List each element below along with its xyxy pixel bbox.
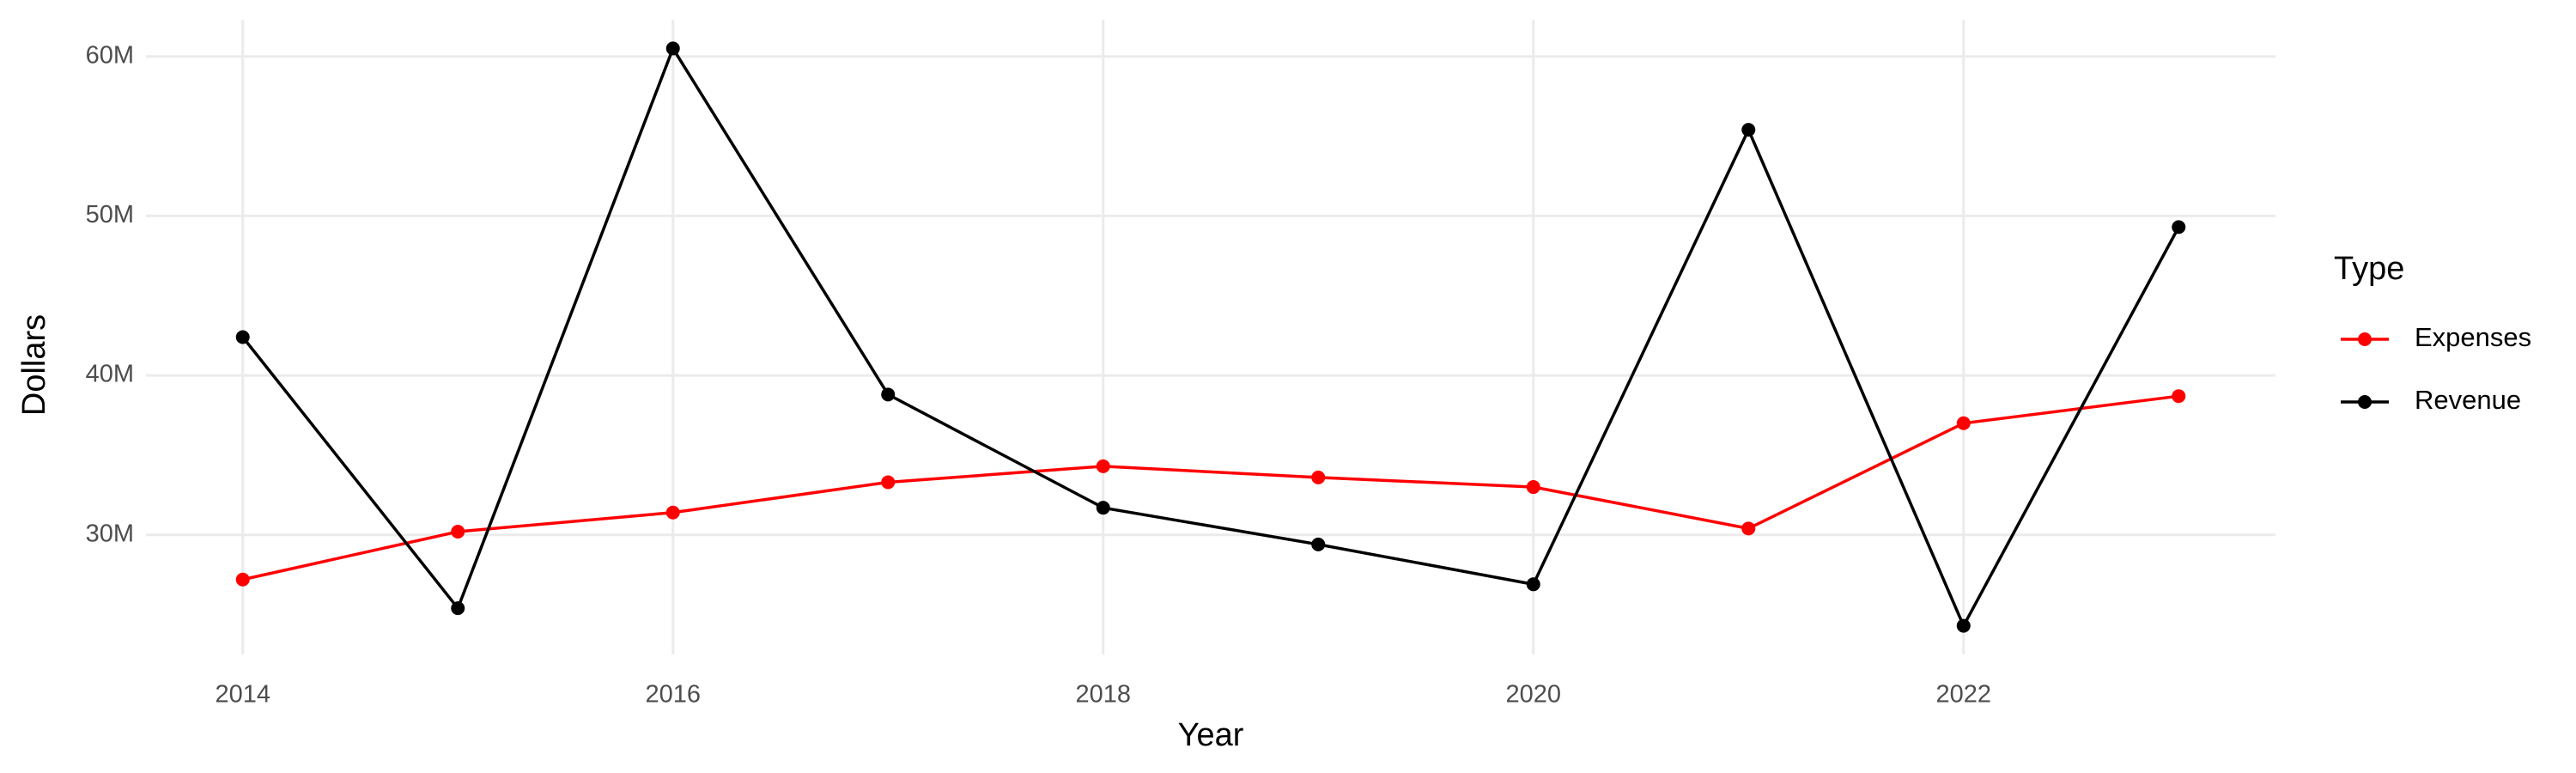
data-point: [2172, 220, 2186, 234]
x-tick-label: 2018: [1075, 681, 1131, 709]
data-point: [1956, 618, 1971, 633]
x-tick-label: 2016: [645, 681, 701, 709]
legend-title: Type: [2334, 251, 2404, 287]
x-tick-label: 2014: [215, 681, 270, 709]
legend-label: Revenue: [2415, 385, 2521, 415]
legend-key-point: [2358, 395, 2372, 409]
data-point: [2172, 389, 2186, 404]
y-tick-label: 30M: [86, 520, 134, 547]
data-point: [881, 387, 896, 402]
x-tick-label: 2022: [1936, 681, 1992, 709]
x-axis-title: Year: [1178, 717, 1244, 753]
data-point: [451, 601, 465, 616]
y-tick-label: 50M: [86, 201, 134, 228]
data-point: [1311, 537, 1326, 551]
data-point: [1096, 459, 1110, 473]
x-tick-label: 2020: [1505, 681, 1561, 709]
y-axis-title: Dollars: [16, 314, 52, 416]
data-point: [1096, 501, 1110, 515]
y-tick-label: 40M: [86, 361, 134, 388]
legend-label: Expenses: [2415, 322, 2531, 352]
data-point: [665, 41, 680, 56]
data-point: [1741, 521, 1756, 536]
data-point: [1741, 123, 1756, 137]
data-point: [1526, 577, 1540, 592]
data-point: [881, 475, 896, 490]
data-point: [235, 330, 250, 344]
data-point: [1526, 480, 1540, 495]
data-point: [1311, 470, 1326, 484]
data-point: [235, 572, 250, 587]
data-point: [451, 525, 465, 539]
data-point: [1956, 416, 1971, 430]
series-line: [242, 394, 2179, 581]
legend-key-point: [2358, 332, 2372, 346]
y-tick-label: 60M: [86, 41, 134, 69]
series-line: [241, 45, 2180, 630]
data-point: [665, 505, 680, 520]
